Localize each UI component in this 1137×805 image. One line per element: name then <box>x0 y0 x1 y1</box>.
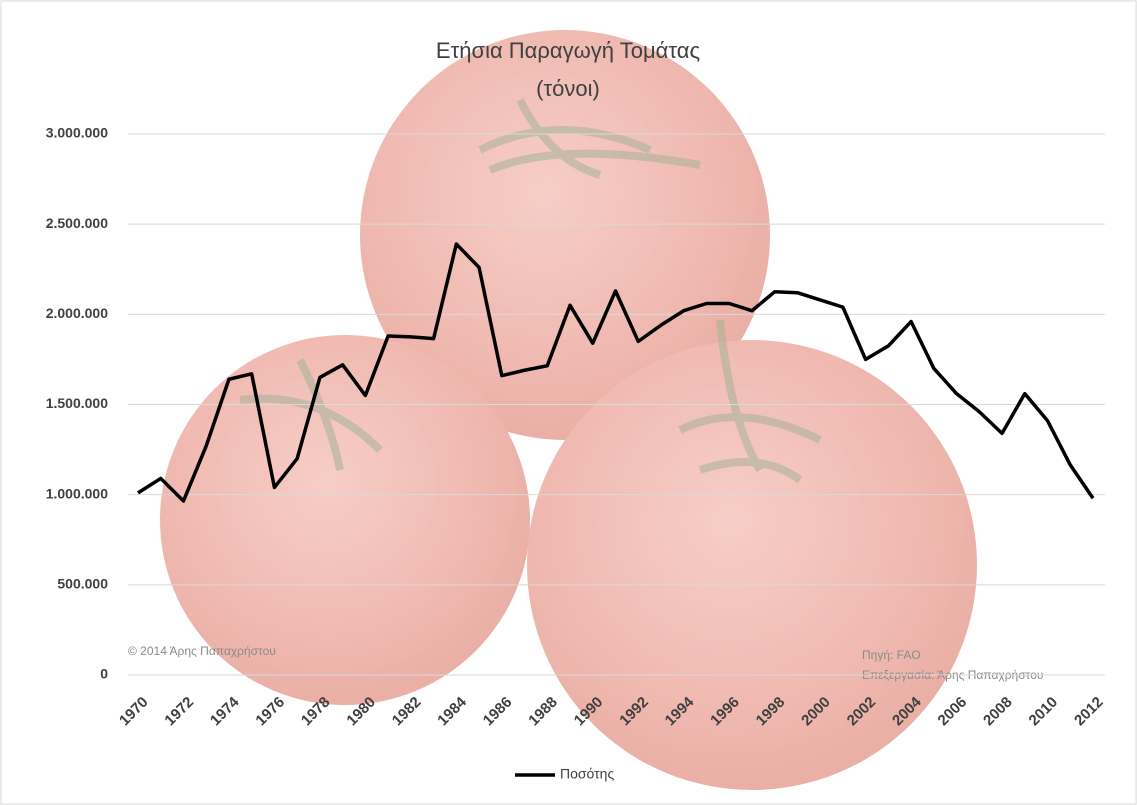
y-tick-label: 500.000 <box>57 576 108 592</box>
y-tick-label: 3.000.000 <box>46 125 108 141</box>
y-tick-label: 1.500.000 <box>46 395 108 411</box>
chart-title: Ετήσια Παραγωγή Τομάτας <box>436 38 700 63</box>
y-tick-label: 0 <box>100 666 108 682</box>
y-tick-label: 2.500.000 <box>46 215 108 231</box>
chart-subtitle: (τόνοι) <box>536 76 600 101</box>
y-tick-label: 1.000.000 <box>46 485 108 501</box>
source: Πηγή: FAO <box>862 648 921 662</box>
background-tomatoes <box>160 30 977 790</box>
legend-label: Ποσότης <box>560 766 614 782</box>
copyright: © 2014 Άρης Παπαχρήστου <box>128 644 276 658</box>
y-tick-label: 2.000.000 <box>46 305 108 321</box>
data-line <box>137 242 1095 503</box>
